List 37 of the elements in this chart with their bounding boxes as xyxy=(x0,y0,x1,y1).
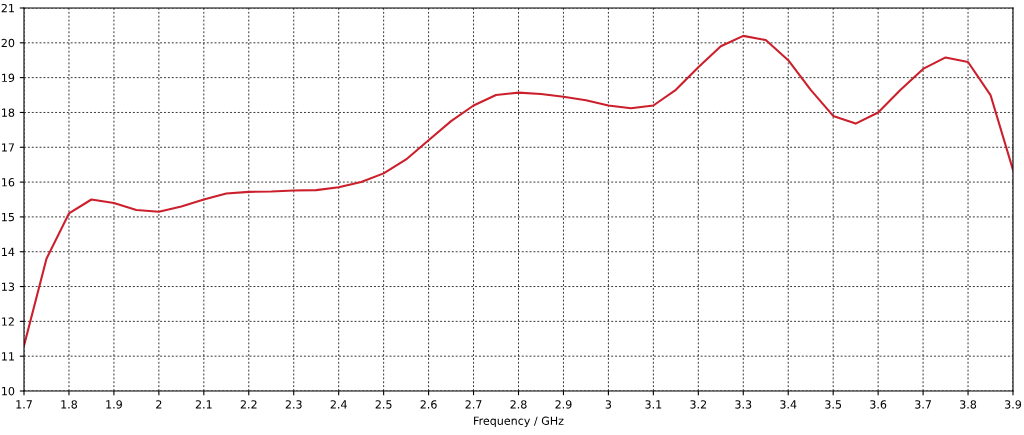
x-tick-label: 2 xyxy=(156,400,162,409)
x-tick-label: 2.1 xyxy=(195,400,212,409)
x-tick-label: 2.5 xyxy=(375,400,392,409)
x-tick-label: 2.4 xyxy=(330,400,347,409)
y-tick-label: 19 xyxy=(2,73,15,83)
x-tick-label: 3.3 xyxy=(735,400,752,409)
x-tick-label: 1.7 xyxy=(16,400,32,409)
x-tick-label: 2.6 xyxy=(420,400,437,409)
x-tick-label: 3.7 xyxy=(915,400,931,409)
x-tick-label: 3.4 xyxy=(780,400,797,409)
y-tick-label: 15 xyxy=(2,213,14,222)
y-tick-label: 14 xyxy=(2,247,15,256)
y-tick-label: 21 xyxy=(1,3,14,13)
x-tick-label: 2.9 xyxy=(555,400,572,409)
x-tick-label: 2.3 xyxy=(285,400,302,409)
x-tick-label: 3 xyxy=(605,400,612,409)
y-tick-label: 16 xyxy=(2,178,15,187)
x-tick-label: 3.2 xyxy=(690,400,707,409)
y-tick-label: 20 xyxy=(1,38,15,48)
x-tick-label: 3.9 xyxy=(1005,400,1022,409)
y-tick-label: 13 xyxy=(2,282,15,291)
y-tick-label: 18 xyxy=(2,108,15,117)
line-series xyxy=(24,34,1013,347)
x-tick-label: 2.8 xyxy=(510,400,527,409)
x-axis-title: Frequency / GHz xyxy=(474,416,564,428)
y-tick-label: 11 xyxy=(2,352,14,361)
x-tick-label: 3.6 xyxy=(870,400,887,409)
x-tick-label: 3.1 xyxy=(645,400,662,409)
y-tick-label: 10 xyxy=(2,386,15,396)
y-tick-label: 17 xyxy=(2,143,15,152)
x-tick-label: 2.2 xyxy=(240,400,257,409)
x-tick-label: 3.8 xyxy=(960,400,977,409)
x-tick-label: 1.9 xyxy=(106,400,122,409)
y-tick-label: 12 xyxy=(2,317,14,326)
x-tick-label: 2.7 xyxy=(465,400,482,409)
x-tick-label: 3.5 xyxy=(825,400,842,409)
x-tick-label: 1.8 xyxy=(61,400,78,409)
